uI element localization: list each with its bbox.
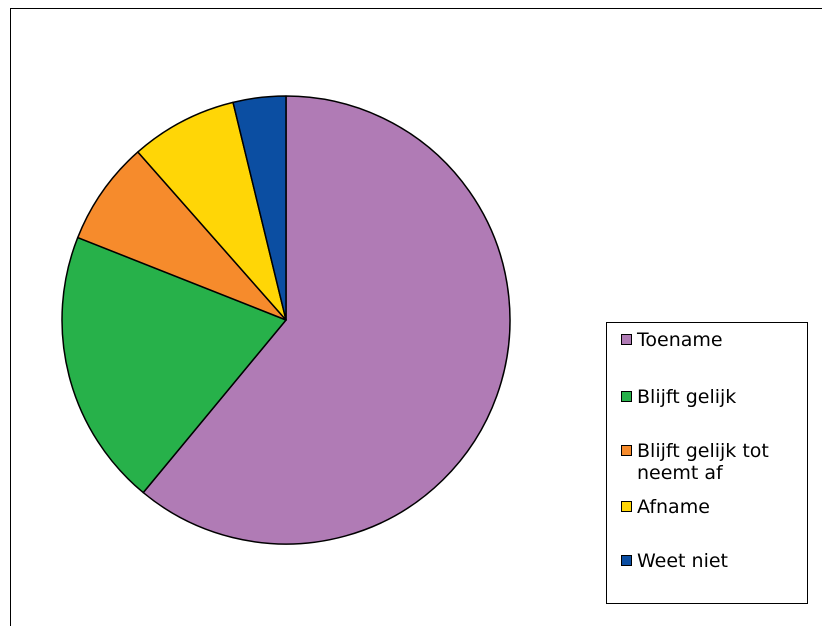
pie-slice-blijft-gelijk — [61, 236, 287, 494]
legend-label: Blijft gelijk — [637, 386, 737, 408]
legend-label: Afname — [637, 496, 710, 518]
legend-item-toename: Toename — [621, 329, 807, 351]
legend-item-afname: Afname — [621, 496, 807, 518]
legend-swatch — [621, 334, 632, 345]
pie-slice-toename — [142, 95, 511, 545]
legend-label: Blijft gelijk tot neemt af — [637, 440, 769, 484]
legend-swatch — [621, 391, 632, 402]
legend-label: Weet niet — [637, 550, 729, 572]
pie-slice-weet-niet — [232, 95, 287, 321]
legend-item-weet-niet: Weet niet — [621, 550, 807, 572]
legend-swatch — [621, 445, 632, 456]
chart-frame — [10, 8, 822, 626]
pie-slice-blijft-gelijk-tot-neemt-af — [76, 151, 287, 321]
legend-item-blijft-gelijk: Blijft gelijk — [621, 386, 807, 408]
legend-label: Toename — [637, 329, 723, 351]
legend-swatch — [621, 501, 632, 512]
legend-item-blijft-gelijk-tot-neemt-af: Blijft gelijk tot neemt af — [621, 440, 807, 484]
legend-swatch — [621, 555, 632, 566]
legend: Toename Blijft gelijk Blijft gelijk tot … — [606, 322, 808, 604]
pie-slice-afname — [137, 101, 287, 321]
